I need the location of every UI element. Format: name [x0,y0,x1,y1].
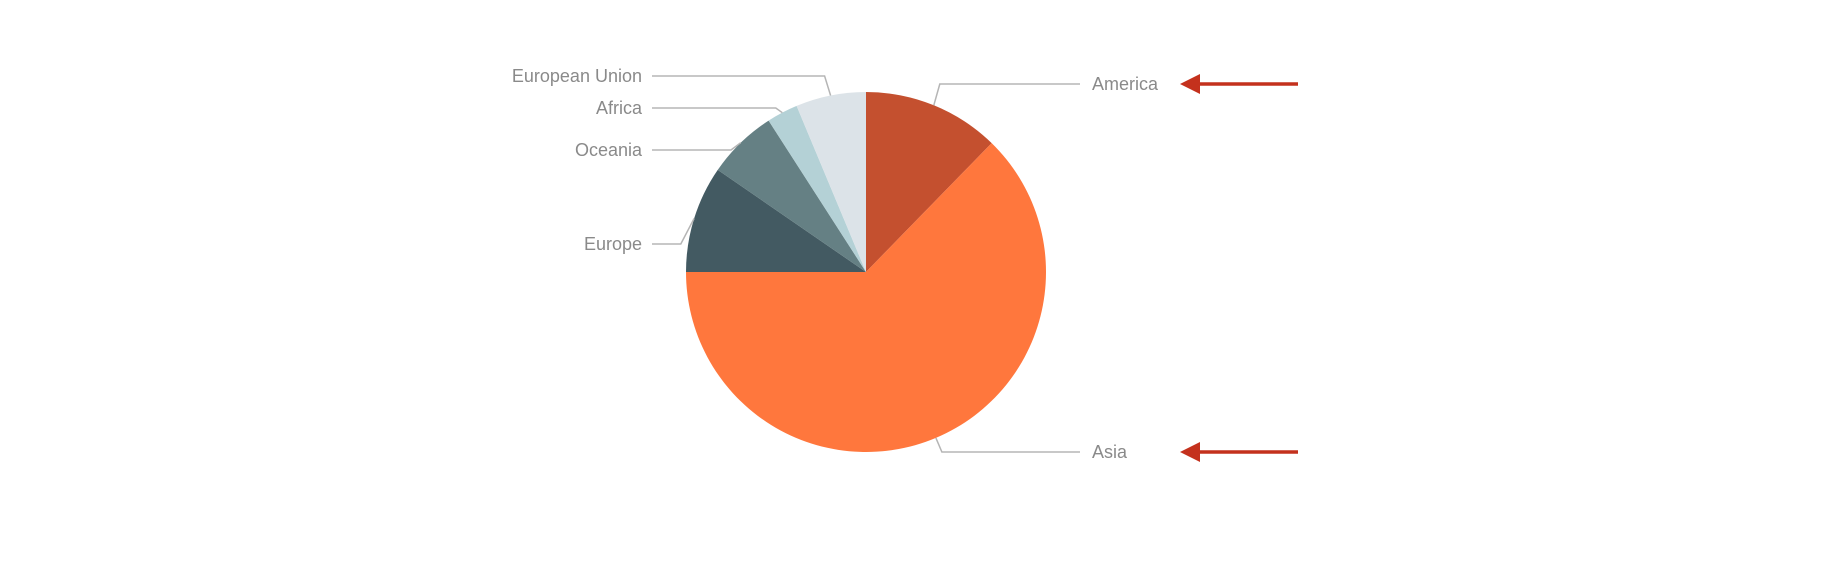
slice-label-europe: Europe [584,234,642,254]
arrow-head-america [1180,74,1200,94]
slice-label-america: America [1092,74,1159,94]
leader-line-asia [936,438,1080,452]
slice-label-european-union: European Union [512,66,642,86]
slice-label-africa: Africa [596,98,643,118]
slice-label-asia: Asia [1092,442,1128,462]
leader-line-european-union [652,76,831,96]
leader-line-oceania [652,143,741,150]
leader-line-europe [652,219,694,245]
annotation-arrows [1180,74,1298,462]
leader-line-africa [652,108,782,113]
pie-slices [686,92,1046,452]
leader-line-america [934,84,1080,105]
slice-label-oceania: Oceania [575,140,643,160]
arrow-head-asia [1180,442,1200,462]
